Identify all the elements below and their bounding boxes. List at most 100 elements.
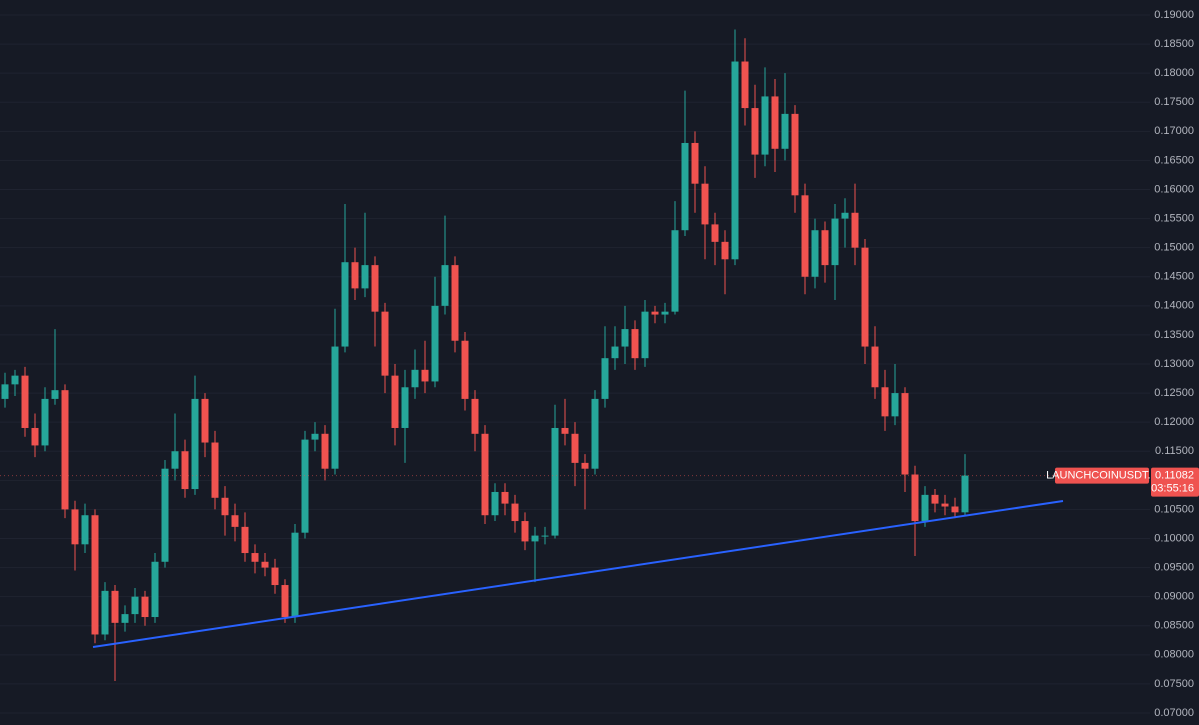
candle-body bbox=[161, 468, 169, 562]
candle-body bbox=[531, 535, 539, 542]
candle-body bbox=[771, 96, 779, 149]
candle-body bbox=[621, 329, 629, 347]
y-tick-label: 0.09500 bbox=[1154, 561, 1194, 573]
symbol-label: LAUNCHCOINUSDT.P bbox=[1046, 469, 1158, 481]
candle-body bbox=[311, 433, 319, 440]
candle-body bbox=[721, 241, 729, 260]
y-tick-label: 0.15500 bbox=[1154, 212, 1194, 224]
candle-body bbox=[201, 398, 209, 443]
y-tick-label: 0.18500 bbox=[1154, 38, 1194, 50]
candle-body bbox=[921, 494, 929, 522]
candle-body bbox=[941, 503, 949, 507]
symbol-badge bbox=[1055, 467, 1149, 484]
candle-body bbox=[401, 387, 409, 428]
candle-body bbox=[361, 265, 369, 289]
candle-body bbox=[801, 195, 809, 277]
y-tick-label: 0.18000 bbox=[1154, 67, 1194, 79]
candle-body bbox=[181, 451, 189, 490]
y-tick-label: 0.14500 bbox=[1154, 271, 1194, 283]
y-tick-label: 0.13500 bbox=[1154, 329, 1194, 341]
candle-body bbox=[71, 509, 79, 545]
candle-body bbox=[231, 515, 239, 527]
candle-body bbox=[821, 230, 829, 266]
candle-body bbox=[551, 427, 559, 536]
candle-body bbox=[271, 567, 279, 586]
candle-body bbox=[781, 113, 789, 149]
candle-body bbox=[251, 553, 259, 562]
candle-body bbox=[841, 212, 849, 219]
candle-body bbox=[441, 265, 449, 306]
y-tick-label: 0.07000 bbox=[1154, 707, 1194, 719]
candle-body bbox=[191, 398, 199, 490]
candle-body bbox=[741, 61, 749, 109]
candle-body bbox=[541, 535, 549, 537]
candle-body bbox=[611, 346, 619, 359]
candle-body bbox=[581, 462, 589, 469]
candle-body bbox=[881, 387, 889, 417]
candle-body bbox=[171, 451, 179, 469]
candle-body bbox=[811, 230, 819, 277]
y-tick-label: 0.16500 bbox=[1154, 154, 1194, 166]
candle-body bbox=[291, 532, 299, 618]
candle-body bbox=[511, 503, 519, 522]
candle-body bbox=[21, 375, 29, 428]
candle-body bbox=[761, 96, 769, 155]
candle-body bbox=[461, 340, 469, 399]
candle-body bbox=[41, 398, 49, 446]
candle-body bbox=[661, 311, 669, 315]
candle-body bbox=[211, 442, 219, 498]
candle-body bbox=[101, 590, 109, 635]
candle-body bbox=[421, 369, 429, 382]
y-tick-label: 0.13000 bbox=[1154, 358, 1194, 370]
candle-body bbox=[321, 433, 329, 469]
price-badge bbox=[1151, 467, 1199, 497]
y-tick-label: 0.10000 bbox=[1154, 532, 1194, 544]
candle-body bbox=[451, 265, 459, 341]
candle-body bbox=[261, 561, 269, 568]
candle-body bbox=[151, 561, 159, 618]
y-tick-label: 0.08500 bbox=[1154, 620, 1194, 632]
candle-body bbox=[571, 433, 579, 463]
candle-body bbox=[871, 346, 879, 388]
candle-body bbox=[591, 398, 599, 469]
y-tick-label: 0.16000 bbox=[1154, 183, 1194, 195]
candle-body bbox=[641, 311, 649, 359]
candle-body bbox=[301, 439, 309, 533]
candle-body bbox=[601, 358, 609, 399]
candle-body bbox=[131, 596, 139, 615]
candle-body bbox=[861, 247, 869, 347]
y-tick-label: 0.12500 bbox=[1154, 387, 1194, 399]
y-tick-label: 0.17000 bbox=[1154, 125, 1194, 137]
y-tick-label: 0.14000 bbox=[1154, 300, 1194, 312]
candle-body bbox=[371, 265, 379, 312]
candle-body bbox=[651, 311, 659, 315]
candle-body bbox=[381, 311, 389, 376]
y-tick-label: 0.09000 bbox=[1154, 591, 1194, 603]
candle-body bbox=[11, 375, 19, 385]
candle-body bbox=[701, 183, 709, 225]
y-tick-label: 0.12000 bbox=[1154, 416, 1194, 428]
y-tick-label: 0.07500 bbox=[1154, 678, 1194, 690]
candle-body bbox=[411, 369, 419, 388]
candle-body bbox=[691, 142, 699, 184]
candle-body bbox=[951, 506, 959, 513]
candle-body bbox=[1, 384, 9, 399]
candle-body bbox=[281, 585, 289, 618]
candle-body bbox=[351, 262, 359, 289]
candle-body bbox=[711, 224, 719, 242]
y-tick-label: 0.11500 bbox=[1155, 445, 1194, 457]
candle-body bbox=[91, 515, 99, 635]
candle-body bbox=[481, 433, 489, 516]
candle-body bbox=[751, 108, 759, 155]
candle-body bbox=[391, 375, 399, 428]
candle-body bbox=[431, 305, 439, 382]
candle-body bbox=[51, 390, 59, 399]
candle-body bbox=[671, 230, 679, 312]
candle-body bbox=[851, 212, 859, 248]
last-price-label: 0.11082 bbox=[1155, 469, 1194, 481]
y-tick-label: 0.15000 bbox=[1154, 242, 1194, 254]
candle-body bbox=[111, 590, 119, 623]
candle-body bbox=[491, 491, 499, 516]
